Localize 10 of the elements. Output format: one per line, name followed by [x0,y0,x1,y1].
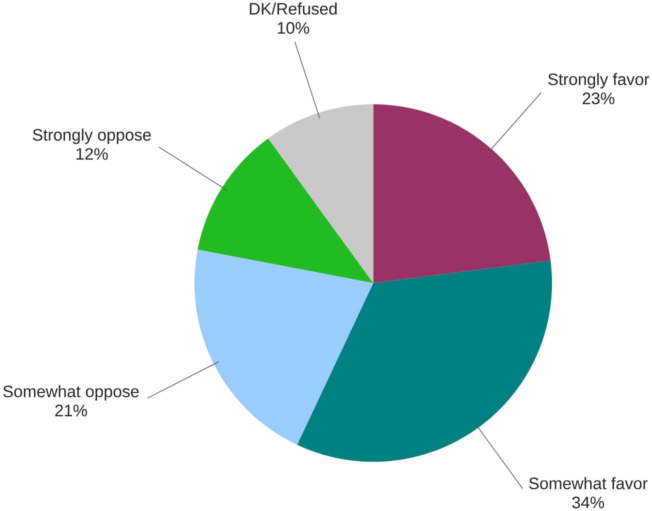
data-label: 23% [582,92,614,104]
slice-label: Somewhat oppose [3,385,139,401]
slice-label: Strongly oppose [32,128,151,144]
slice-label: Somewhat favor [529,477,648,490]
data-label: 21% [55,404,87,416]
data-label: 10% [278,22,310,34]
data-label: 12% [76,148,108,160]
data-label: 34% [572,496,604,508]
slice-label: Strongly favor [548,73,650,88]
slice-label: DK/Refused [250,2,337,15]
